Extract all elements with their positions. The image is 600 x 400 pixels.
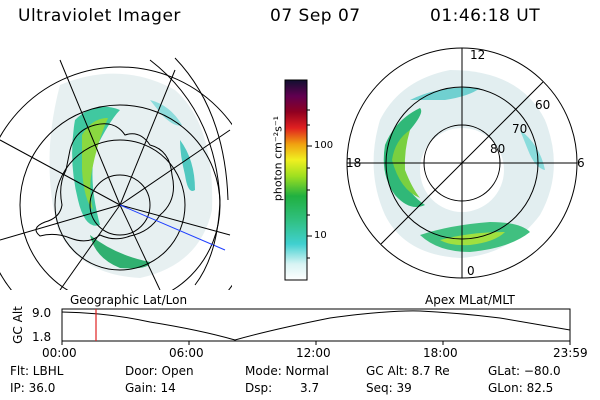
timeline-x-tick-0: 00:00 — [42, 346, 77, 360]
apex-panel-label: Apex MLat/MLT — [425, 293, 515, 307]
info-door: Door: Open — [125, 364, 194, 378]
geo-panel-label: Geographic Lat/Lon — [70, 293, 188, 307]
geographic-map — [0, 57, 232, 290]
timeline-y-tick-top: 9.0 — [32, 306, 52, 320]
timeline-plot — [61, 308, 571, 345]
info-glon: GLon: 82.5 — [488, 381, 554, 395]
timeline-y-label: GC Alt — [11, 306, 25, 344]
mlt-label-0: 0 — [467, 264, 475, 278]
lat-label-80: 80 — [490, 142, 506, 156]
colorbar-unit-label: photon cm⁻²s⁻¹ — [271, 115, 285, 202]
mlt-label-18: 18 — [346, 156, 362, 170]
timeline-x-tick-2: 12:00 — [296, 346, 331, 360]
info-dsp-value: 3.7 — [300, 381, 320, 395]
mlt-label-6: 6 — [577, 156, 585, 170]
geo-blue-line — [119, 204, 226, 251]
info-gc-alt: GC Alt: 8.7 Re — [366, 364, 450, 378]
colorbar-tick-100: 100 — [314, 140, 334, 151]
geo-lon-lines — [0, 59, 231, 290]
colorbar-ticks — [307, 109, 312, 259]
info-filter: Flt: LBHL — [10, 364, 64, 378]
continent-outline — [35, 123, 174, 242]
info-gain: Gain: 14 — [125, 381, 176, 395]
info-mode: Mode: Normal — [245, 364, 329, 378]
lat-label-60: 60 — [535, 98, 551, 112]
timeline-x-tick-4: 23:59 — [553, 346, 588, 360]
timeline-y-tick-bottom: 1.8 — [32, 330, 52, 344]
colorbar — [284, 79, 308, 281]
info-ip: IP: 36.0 — [10, 381, 56, 395]
colorbar-tick-10: 10 — [314, 230, 327, 241]
info-glat: GLat: −80.0 — [488, 364, 561, 378]
timeline-x-tick-1: 06:00 — [169, 346, 204, 360]
app-title: Ultraviolet Imager — [18, 6, 181, 26]
apex-polar-plot — [346, 47, 578, 279]
date-label: 07 Sep 07 — [270, 6, 361, 26]
timeline-ticks — [61, 341, 571, 345]
info-dsp-label: Dsp: — [245, 381, 273, 395]
timeline-x-tick-3: 18:00 — [423, 346, 458, 360]
geo-aurora-bands — [72, 100, 195, 269]
geo-limb-arcs — [149, 57, 229, 286]
apex-mlt-lines — [347, 48, 577, 278]
gc-alt-curve — [61, 310, 571, 341]
time-label: 01:46:18 UT — [430, 6, 541, 26]
lat-label-70: 70 — [512, 122, 528, 136]
mlt-label-12: 12 — [470, 48, 486, 62]
info-seq: Seq: 39 — [366, 381, 412, 395]
